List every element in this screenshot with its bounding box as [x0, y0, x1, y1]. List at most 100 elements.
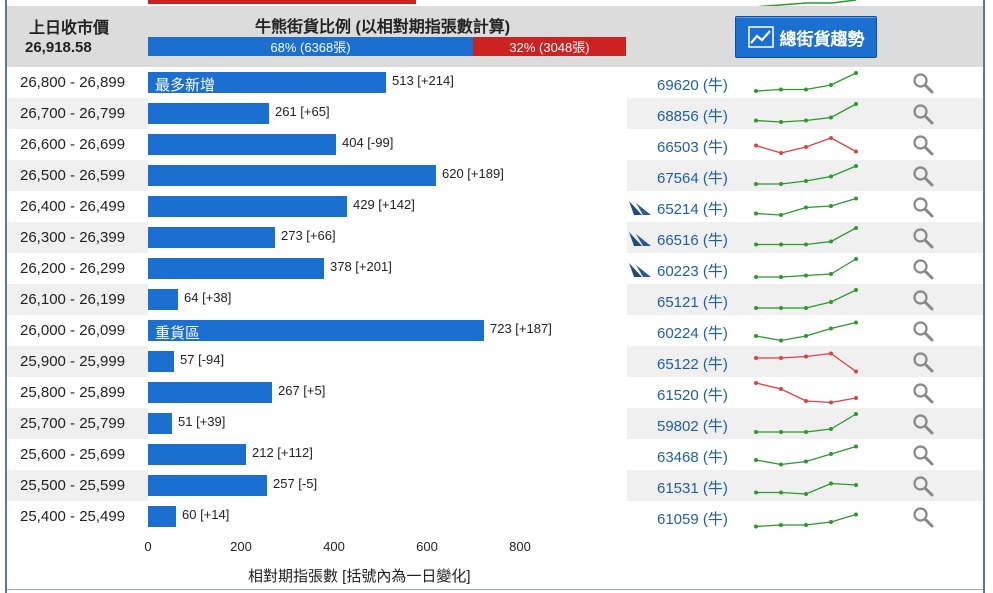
sparkline-point	[829, 326, 833, 331]
sparkline-point	[854, 288, 858, 292]
search-icon[interactable]	[912, 258, 934, 280]
sparkline-point	[754, 242, 758, 247]
warrant-code-link[interactable]: 61059 (牛)	[657, 511, 728, 528]
sparkline-point	[804, 306, 808, 310]
sparkline-path	[756, 289, 857, 309]
table-row: 26,400 - 26,499 429 [+142] 65214 (牛)	[7, 191, 983, 222]
search-icon[interactable]	[912, 382, 934, 404]
search-icon[interactable]	[912, 444, 934, 466]
volume-bar[interactable]: 最多新增	[148, 72, 386, 94]
warrant-code-link[interactable]: 60224 (牛)	[657, 325, 728, 342]
sparkline-point	[804, 205, 808, 210]
x-axis-tick-label: 0	[144, 539, 152, 554]
table-row: 26,200 - 26,299 378 [+201] 60223 (牛)	[7, 253, 983, 284]
distribution-table: 26,800 - 26,899 最多新增 513 [+214] 69620 (牛) 26…	[7, 67, 983, 532]
search-icon[interactable]	[912, 413, 934, 435]
sparkline-point	[854, 396, 858, 400]
volume-bar[interactable]	[148, 258, 324, 279]
search-icon[interactable]	[912, 165, 934, 187]
volume-bar[interactable]	[148, 103, 269, 124]
prev-close-label: 上日收市價	[29, 20, 110, 37]
bar-value-label: 212 [+112]	[252, 445, 313, 460]
warrant-code-link[interactable]: 61531 (牛)	[657, 480, 728, 497]
search-icon[interactable]	[912, 475, 934, 497]
volume-bar[interactable]	[148, 444, 246, 465]
bar-value-label: 404 [-99]	[342, 135, 394, 150]
bar-value-label: 64 [+38]	[184, 290, 232, 305]
strike-range-label: 25,500 - 25,599	[20, 477, 126, 494]
warrant-code-link[interactable]: 61520 (牛)	[657, 387, 728, 404]
warrant-code-link[interactable]: 68856 (牛)	[657, 108, 728, 125]
bar-value-label: 513 [+214]	[392, 73, 454, 88]
sparkline-point	[854, 102, 858, 106]
sparkline-point	[854, 320, 858, 325]
sparkline-point	[829, 174, 833, 179]
sparkline-path	[756, 227, 857, 246]
bar-value-label: 429 [+142]	[353, 197, 415, 212]
volume-bar[interactable]	[148, 227, 275, 248]
volume-bar[interactable]	[148, 351, 174, 372]
sparkline-point	[779, 306, 783, 310]
sparkline-point	[754, 143, 758, 148]
sparkline-point	[854, 71, 858, 75]
search-icon[interactable]	[912, 289, 934, 311]
warrant-code-link[interactable]: 69620 (牛)	[657, 77, 728, 94]
search-icon[interactable]	[912, 227, 934, 249]
warrant-code-link[interactable]: 60223 (牛)	[657, 263, 728, 280]
warrant-code-link[interactable]: 59802 (牛)	[657, 418, 728, 435]
sparkline-point	[854, 257, 858, 261]
volume-bar[interactable]	[148, 506, 176, 527]
sparkline-point	[829, 481, 833, 486]
sparkline-point	[754, 211, 758, 216]
search-icon[interactable]	[912, 506, 934, 528]
volume-bar[interactable]	[148, 165, 436, 186]
warrant-code-link[interactable]: 66516 (牛)	[657, 232, 728, 249]
strike-range-label: 26,700 - 26,799	[20, 105, 126, 122]
sparkline-point	[829, 115, 833, 120]
table-row: 26,500 - 26,599 620 [+189] 67564 (牛)	[7, 160, 983, 191]
sparkline-point	[754, 356, 758, 360]
volume-bar[interactable]	[148, 413, 172, 434]
trend-sparkline	[754, 481, 858, 496]
warrant-code-link[interactable]: 65122 (牛)	[657, 356, 728, 373]
search-icon[interactable]	[912, 196, 934, 218]
bar-highlight-label: 最多新增	[155, 77, 216, 94]
sparkline-point	[854, 196, 858, 201]
warrant-code-link[interactable]: 65214 (牛)	[657, 201, 728, 218]
sparkline-point	[829, 427, 833, 431]
bear-ratio-segment: 32% (3048張)	[473, 37, 626, 56]
strike-range-label: 25,600 - 25,699	[20, 446, 126, 463]
overall-trend-button[interactable]: 總街貨趨勢	[735, 16, 877, 58]
volume-bar[interactable]	[148, 196, 347, 217]
volume-bar[interactable]	[148, 289, 178, 310]
table-row: 25,400 - 25,499 60 [+14] 61059 (牛)	[7, 501, 983, 532]
volume-bar[interactable]	[148, 382, 272, 403]
bull-bear-ratio-bar: 68% (6368張) 32% (3048張)	[148, 37, 626, 56]
bar-value-label: 261 [+65]	[275, 104, 330, 119]
warrant-code-link[interactable]: 63468 (牛)	[657, 449, 728, 466]
volume-bar[interactable]	[148, 475, 267, 496]
search-icon[interactable]	[912, 72, 934, 94]
strike-range-label: 26,800 - 26,899	[20, 74, 126, 91]
sparkline-point	[854, 512, 858, 517]
x-axis: 0 200 400 600 800 相對期指張數 [括號內為一日變化]	[7, 532, 983, 593]
warrant-code-link[interactable]: 66503 (牛)	[657, 139, 728, 156]
search-icon[interactable]	[912, 351, 934, 373]
sparkline-point	[754, 89, 758, 93]
sparkline-point	[754, 334, 758, 338]
volume-bar[interactable]	[148, 134, 336, 155]
warrant-code-link[interactable]: 65121 (牛)	[657, 294, 728, 311]
volume-bar[interactable]: 重貨區	[148, 320, 484, 342]
x-axis-title: 相對期指張數 [括號內為一日變化]	[248, 568, 471, 585]
sail-icon	[629, 201, 651, 215]
warrant-code-link[interactable]: 67564 (牛)	[657, 170, 728, 187]
prev-close-value: 26,918.58	[25, 39, 92, 56]
sparkline-point	[804, 87, 808, 92]
bottom-divider	[7, 589, 983, 590]
sparkline-point	[804, 334, 808, 338]
search-icon[interactable]	[912, 320, 934, 342]
sparkline-point	[754, 458, 758, 462]
search-icon[interactable]	[912, 103, 934, 125]
bar-value-label: 273 [+66]	[281, 228, 336, 243]
search-icon[interactable]	[912, 134, 934, 156]
